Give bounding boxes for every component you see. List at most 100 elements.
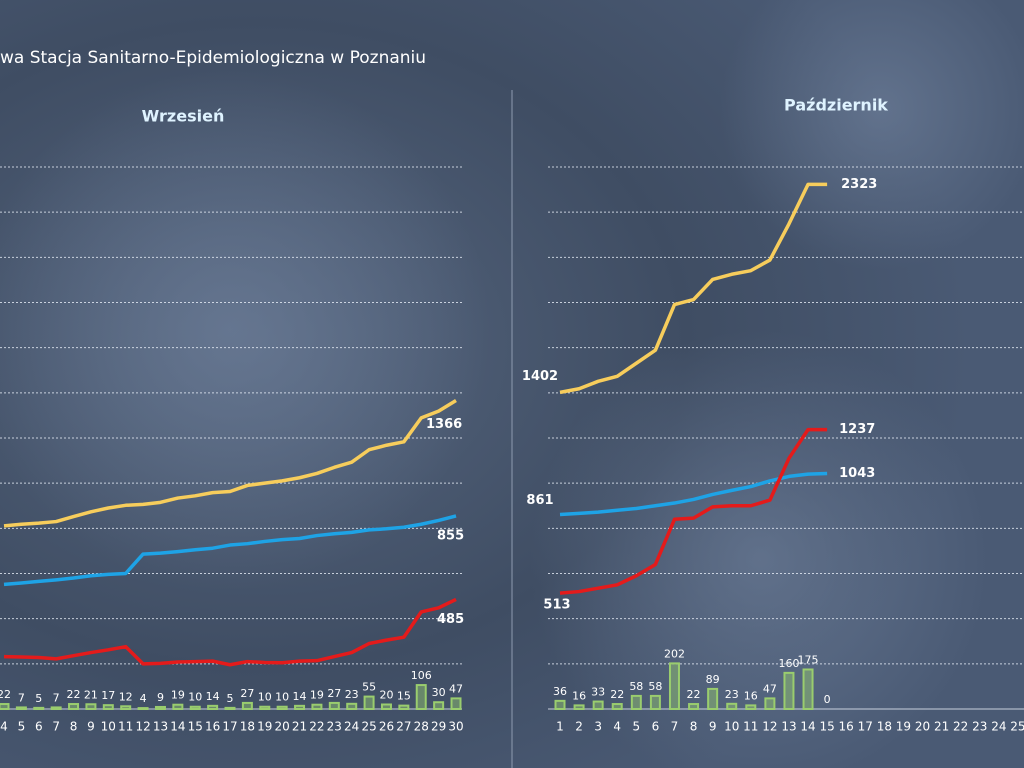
x-tick-label: 11 [118,720,133,734]
x-tick-label: 9 [709,720,717,734]
x-tick-label: 24 [344,720,359,734]
x-tick-label: 14 [800,720,815,734]
x-tick-label: 18 [877,720,892,734]
bar-label: 22 [610,688,624,701]
virus-image [530,330,990,768]
bar-label: 5 [227,692,234,705]
bar [259,705,271,710]
bar-label: 89 [706,673,720,686]
bar [745,704,757,710]
x-tick-label: 26 [379,720,394,734]
line [559,471,828,517]
bar [137,707,149,711]
bar-label: 10 [275,691,289,704]
line [3,514,457,587]
bar [102,704,114,710]
bar-label: 12 [119,690,133,703]
bar [726,702,738,711]
bar [50,706,62,711]
data-label: 485 [437,612,464,627]
bar [688,703,700,711]
x-tick-label: 28 [414,720,429,734]
chart-title: Wrzesień [142,107,225,126]
x-tick-label: 30 [448,720,463,734]
data-label: 1043 [839,466,875,481]
x-tick-label: 27 [396,720,411,734]
bar-label: 10 [188,691,202,704]
bar-label: 9 [157,691,164,704]
bar-label: 22 [687,688,701,701]
x-tick-label: 19 [257,720,272,734]
bar [0,703,10,711]
bar [172,703,184,711]
bar-label: 27 [327,687,341,700]
bar [68,703,80,711]
x-tick-label: 17 [858,720,873,734]
x-tick-label: 1 [556,720,564,734]
x-tick-label: 5 [632,720,640,734]
x-tick-label: 21 [934,720,949,734]
x-tick-label: 4 [0,720,8,734]
x-tick-label: 10 [724,720,739,734]
x-tick-label: 11 [743,720,758,734]
bar-label: 7 [18,691,25,704]
bar [294,704,306,710]
x-tick-label: 29 [431,720,446,734]
line [3,399,457,528]
bar-label: 30 [432,686,446,699]
x-tick-label: 22 [953,720,968,734]
x-tick-label: 20 [275,720,290,734]
bar-label: 106 [411,669,432,682]
bar [611,703,623,711]
bar-label: 20 [379,688,393,701]
x-tick-label: 6 [35,720,43,734]
x-tick-label: 4 [613,720,621,734]
x-tick-label: 7 [671,720,679,734]
bar [630,694,642,711]
x-tick-label: 14 [170,720,185,734]
bar [554,699,566,710]
bar-label: 0 [824,693,831,706]
x-tick-label: 25 [1010,720,1024,734]
x-tick-label: 19 [896,720,911,734]
bar [707,687,719,710]
bar [207,704,219,710]
x-tick-label: 5 [18,720,26,734]
bar [415,684,427,710]
x-tick-label: 15 [188,720,203,734]
x-tick-label: 23 [972,720,987,734]
x-tick-label: 21 [292,720,307,734]
bar [802,668,814,711]
bar-label: 7 [53,691,60,704]
x-tick-label: 23 [327,720,342,734]
bar [450,697,462,710]
bar [311,703,323,711]
bar [783,671,795,710]
page-title: wa Stacja Sanitarno-Epidemiologiczna w P… [0,48,426,68]
bar-label: 4 [140,692,147,705]
bar-label: 58 [648,680,662,693]
x-tick-label: 20 [915,720,930,734]
bar-label: 202 [664,647,685,660]
bar [668,662,680,710]
bar [346,702,358,711]
data-label: 1402 [522,369,558,384]
bar [276,705,288,710]
bar-label: 14 [293,690,307,703]
bar-label: 47 [763,682,777,695]
bar-label: 175 [798,653,819,666]
bar-label: 33 [591,686,605,699]
bar-label: 27 [240,687,254,700]
bar-label: 19 [171,689,185,702]
bar-label: 23 [345,688,359,701]
bar [380,703,392,711]
bar-label: 17 [101,689,115,702]
bar-label: 15 [397,690,411,703]
bar [33,706,45,711]
bar [764,697,776,710]
x-tick-label: 2 [575,720,583,734]
data-label: 1237 [839,422,875,437]
x-tick-label: 10 [101,720,116,734]
x-tick-label: 7 [52,720,60,734]
